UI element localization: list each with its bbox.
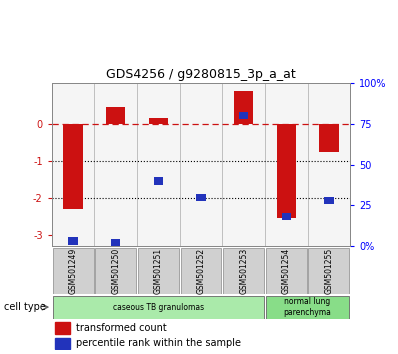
Bar — [111, 239, 120, 246]
Bar — [95, 248, 136, 294]
Text: caseous TB granulomas: caseous TB granulomas — [113, 303, 204, 312]
Bar — [308, 248, 349, 294]
Bar — [324, 197, 334, 204]
Bar — [55, 337, 70, 349]
Text: GSM501249: GSM501249 — [68, 248, 78, 294]
Text: GSM501255: GSM501255 — [324, 248, 334, 294]
Text: percentile rank within the sample: percentile rank within the sample — [76, 338, 241, 348]
Bar — [63, 124, 83, 209]
Text: GSM501252: GSM501252 — [197, 248, 205, 294]
Text: cell type: cell type — [4, 302, 46, 312]
Bar — [154, 177, 163, 184]
Bar — [68, 238, 78, 245]
Text: GSM501254: GSM501254 — [282, 248, 291, 294]
Text: GSM501251: GSM501251 — [154, 248, 163, 294]
Bar — [266, 296, 349, 319]
Bar — [234, 91, 253, 124]
Bar — [55, 322, 70, 334]
Bar — [181, 248, 221, 294]
Title: GDS4256 / g9280815_3p_a_at: GDS4256 / g9280815_3p_a_at — [106, 68, 296, 81]
Bar — [239, 112, 248, 119]
Text: GSM501253: GSM501253 — [239, 248, 248, 294]
Bar — [53, 296, 264, 319]
Bar — [277, 124, 296, 218]
Bar — [106, 107, 125, 124]
Bar — [266, 248, 307, 294]
Text: GSM501250: GSM501250 — [111, 248, 120, 294]
Bar — [223, 248, 264, 294]
Bar — [138, 248, 179, 294]
Text: normal lung
parenchyma: normal lung parenchyma — [284, 297, 332, 317]
Bar — [319, 124, 339, 152]
Bar — [282, 213, 291, 221]
Bar — [196, 194, 206, 201]
Bar — [149, 118, 168, 124]
Text: transformed count: transformed count — [76, 323, 166, 333]
Bar — [53, 248, 94, 294]
